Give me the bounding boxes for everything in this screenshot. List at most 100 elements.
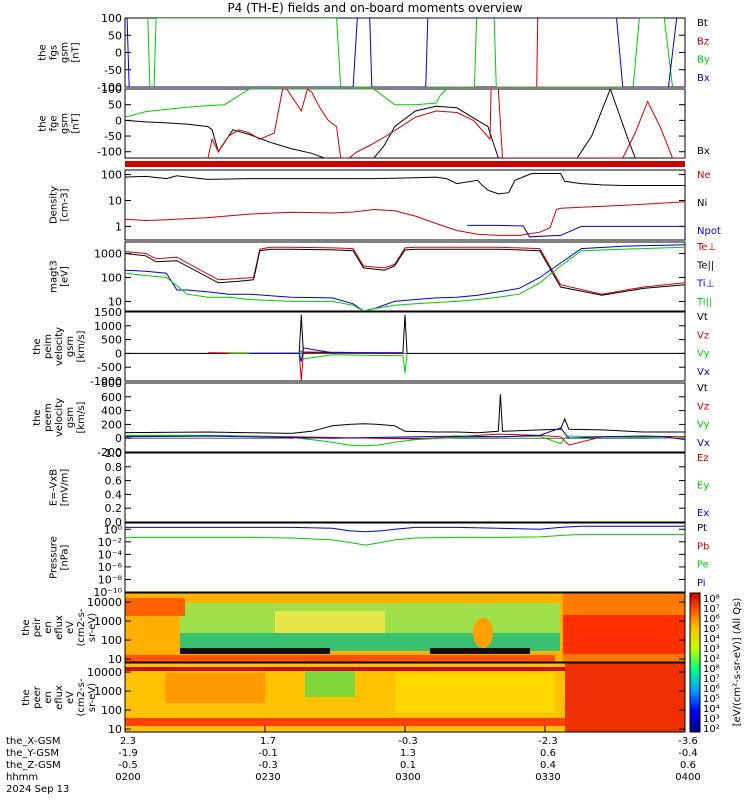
panel-frame	[124, 88, 686, 159]
footer-value-z: -0.3	[258, 760, 278, 771]
y-axis-label: the	[32, 338, 43, 354]
y-tick-label: -50	[104, 130, 122, 143]
colorbar-tick-label: 10⁸	[703, 664, 720, 675]
colorbar-tick-label: 10⁷	[703, 674, 720, 685]
y-tick-label: -50	[104, 64, 122, 77]
y-axis-label: the	[32, 409, 43, 425]
y-tick-label: 10	[108, 295, 122, 308]
series-line-green	[147, 18, 674, 87]
spectrogram-band	[125, 718, 565, 726]
panel-frame	[124, 592, 686, 663]
y-axis-label: [km/s]	[76, 401, 87, 433]
y-tick-label: 0.2	[105, 502, 123, 515]
footer-value-z: 0.4	[540, 760, 556, 771]
legend-item: Te||	[696, 260, 714, 271]
footer-value-x: 1.7	[260, 736, 276, 747]
footer-value-x: -3.6	[678, 736, 698, 747]
spectrogram-band	[563, 615, 685, 654]
legend-item: Ey	[697, 481, 709, 492]
series-line-black	[125, 248, 685, 296]
series-line-blue	[125, 244, 685, 311]
y-axis-label: Pressure	[49, 536, 60, 579]
panel-frame	[124, 452, 686, 523]
series-line-blue	[249, 347, 403, 362]
colorbar-tick-label: 10⁶	[703, 684, 720, 695]
y-axis-label: eV	[65, 621, 76, 634]
y-axis-label: velocity	[54, 327, 65, 366]
legend-item: Ne	[697, 170, 711, 181]
spectrogram-blob	[473, 618, 493, 648]
y-tick-label: 100	[101, 83, 122, 96]
footer-value-z: -0.5	[118, 760, 138, 771]
colorbar-tick-label: 10⁴	[703, 634, 720, 645]
footer-value-x: 2.3	[120, 736, 136, 747]
footer-row-label: the_Z-GSM	[6, 760, 61, 771]
footer-value-z: 0.6	[680, 760, 696, 771]
legend-item: Pt	[697, 523, 707, 534]
y-tick-label: 100	[101, 169, 122, 182]
y-tick-label: 0.0	[105, 516, 123, 529]
legend-item: Bz	[697, 36, 709, 47]
footer-value-y: -0.4	[678, 748, 698, 759]
legend-item: Ti||	[696, 297, 712, 308]
y-tick-label: -100	[97, 81, 122, 94]
series-line-blue	[467, 224, 685, 238]
colorbar-tick-label: 10⁶	[703, 614, 720, 625]
y-axis-label: the	[38, 115, 49, 131]
legend-item: Vz	[697, 401, 709, 412]
spectrogram-band	[430, 648, 530, 654]
y-axis-label: sr-eV)	[87, 613, 98, 642]
panel-fgs: 100 50 0 -50 -100 the fgs gsm [nT] Bt Bz By Bx	[38, 12, 710, 94]
y-tick-label: -1000	[90, 375, 122, 388]
y-axis-label: sr-eV)	[87, 683, 98, 712]
y-tick-label: 500	[101, 334, 122, 347]
mode-bar	[125, 161, 685, 167]
y-axis-label: [nT]	[71, 42, 82, 62]
y-tick-label: -200	[97, 446, 122, 459]
footer-value-hhmm: 0300	[395, 772, 421, 783]
y-axis-label: [nPa]	[60, 544, 71, 570]
legend-item: Vz	[697, 330, 709, 341]
colorbar-tick-label: 10⁴	[703, 704, 720, 715]
legend-item: Pe	[697, 560, 709, 571]
y-axis-label: (cm2-s-	[76, 678, 87, 716]
legend-item: Vt	[697, 312, 708, 323]
footer-value-hhmm: 0330	[535, 772, 561, 783]
footer-value-y: -1.9	[118, 748, 138, 759]
y-tick-label: 100	[101, 271, 122, 284]
colorbar-tick-label: 10⁷	[703, 604, 720, 615]
y-tick-label: 200	[101, 418, 122, 431]
y-axis-label: [km/s]	[76, 330, 87, 362]
y-tick-label: 0	[115, 347, 122, 360]
colorbar-label: [eV/(cm²-s-sr-eV)] (All Qs)	[732, 598, 743, 727]
panel-peir: 10000 1000 100 10 the peir en eflux eV (cm2-s-sr-…	[21, 592, 686, 666]
y-axis-label: peim	[43, 334, 54, 359]
y-axis-label: eflux	[54, 615, 65, 640]
colorbar: 10⁸10⁷10⁶10⁵10⁴10³10²10⁸10⁷10⁶10⁵10⁴10³1…	[689, 592, 743, 735]
legend-item: By	[697, 55, 710, 66]
legend-item: Bx	[697, 73, 710, 84]
legend-item: Vt	[697, 383, 708, 394]
y-axis-label: gsm	[60, 42, 71, 63]
y-axis-label: peir	[32, 617, 43, 637]
y-tick-label: 100	[101, 704, 122, 717]
series-line-red	[207, 89, 685, 158]
legend-item: Vy	[697, 420, 710, 431]
colorbar-tick-label: 10⁸	[703, 594, 720, 605]
y-axis-label: fge	[49, 115, 60, 131]
footer-value-z: 0.1	[400, 760, 416, 771]
panel-efield: 1.00.80.60.40.20.0 E=-VxB [mV/m] Ez Ey Ex	[49, 447, 710, 529]
series-line-black	[125, 173, 685, 195]
series-line-black	[125, 393, 685, 434]
y-axis-label: (cm2-s-	[76, 608, 87, 646]
panel-fge: 100 50 0 -50 -100 the fge gsm [nT] Bx	[38, 83, 710, 159]
y-axis-label: [cm-3]	[60, 188, 71, 221]
spectrogram-band	[565, 663, 685, 732]
y-axis-label: velocity	[54, 398, 65, 437]
panel-frame	[124, 241, 686, 312]
y-tick-label: 10000	[87, 666, 122, 679]
spectrogram-band	[395, 673, 555, 713]
y-axis-label: fgs	[49, 45, 60, 60]
y-tick-label: 1000	[94, 320, 122, 333]
